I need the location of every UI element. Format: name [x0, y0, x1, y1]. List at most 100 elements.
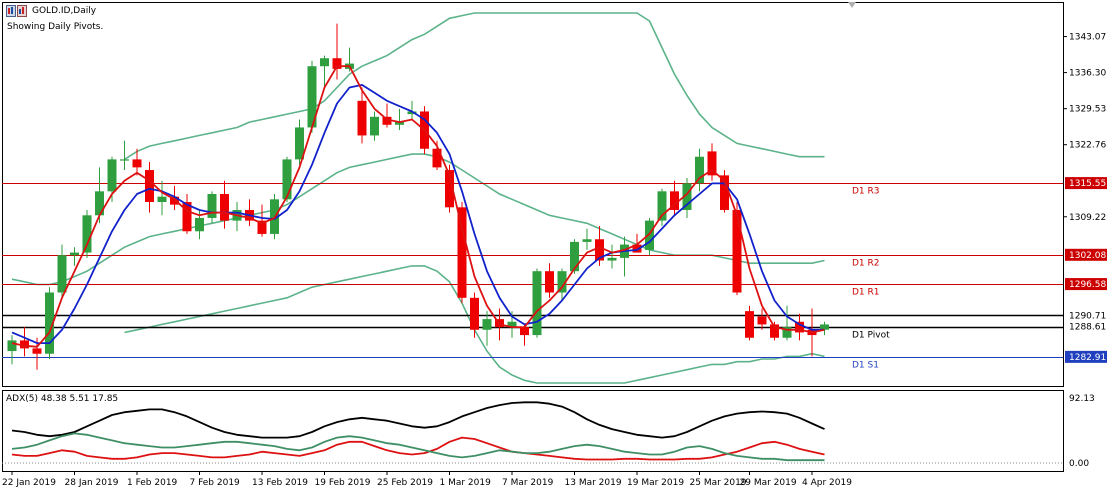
candle-body-8: [107, 159, 117, 192]
candle-body-0: [7, 340, 17, 352]
level-tag-2-bg: [1065, 278, 1107, 291]
candle-body-31: [395, 122, 404, 125]
candle-body-7: [95, 191, 104, 216]
ma-slow-line: [11, 84, 825, 344]
x-tick-label-11: 25 Mar 2019: [690, 478, 747, 488]
current-price-tag-text: 1290.71: [1069, 311, 1106, 321]
level-label-4: D1 S1: [852, 361, 879, 371]
candle-body-17: [220, 194, 229, 221]
x-tick-label-6: 25 Feb 2019: [377, 478, 433, 488]
x-tick-label-3: 7 Feb 2019: [190, 478, 241, 488]
y-tick-label-1: 1336.30: [1069, 69, 1106, 79]
candle-body-38: [482, 319, 492, 330]
candle-body-16: [207, 194, 217, 218]
x-tick-label-5: 19 Feb 2019: [315, 478, 371, 488]
x-tick-label-9: 13 Mar 2019: [565, 478, 622, 488]
candle-body-53: [670, 191, 679, 210]
y-tick-label-2: 1329.53: [1069, 105, 1106, 115]
candle-body-20: [257, 220, 267, 234]
candle-body-41: [520, 327, 529, 336]
level-label-0: D1 R3: [852, 187, 880, 197]
chart-subtitle: Showing Daily Pivots.: [7, 22, 104, 32]
candle-body-5: [70, 252, 79, 256]
candle-body-35: [445, 170, 454, 208]
level-tag-4-bg: [1065, 350, 1107, 363]
candle-body-55: [695, 156, 704, 184]
candle-body-63: [795, 321, 804, 333]
candle-body-58: [732, 209, 742, 293]
level-tag-2-text: 1296.58: [1069, 280, 1106, 290]
moving-averages: [11, 65, 825, 348]
x-tick-label-4: 13 Feb 2019: [252, 478, 308, 488]
adx-title: ADX(5) 48.38 5.51 17.85: [6, 394, 118, 404]
x-tick-label-12: 29 Mar 2019: [740, 478, 797, 488]
x-tick-label-13: 4 Apr 2019: [802, 478, 852, 488]
candle-body-12: [157, 196, 167, 202]
candle-body-28: [357, 100, 367, 136]
candle-body-48: [607, 257, 617, 261]
price-axis: 1343.07 1336.30 1329.53 1322.76 1309.22: [1063, 33, 1106, 223]
level-tag-3-text: 1288.61: [1069, 323, 1106, 333]
candle-body-50: [632, 244, 642, 253]
level-label-2: D1 R1: [852, 288, 880, 298]
adx-series-0: [11, 401, 825, 439]
current-price-tag-bg: [1065, 309, 1107, 322]
candle-body-2: [32, 348, 42, 354]
candle-body-40: [507, 321, 517, 328]
adx-panel: ADX(5) 48.38 5.51 17.85 92.13 0.00: [2, 394, 1095, 469]
candle-body-51: [645, 220, 654, 250]
candle-body-42: [532, 271, 542, 336]
time-axis: 22 Jan 2019 28 Jan 2019 1 Feb 2019 7 Feb 20…: [2, 471, 852, 488]
x-tick-label-8: 7 Mar 2019: [502, 478, 554, 488]
candle-body-30: [382, 116, 392, 125]
x-tick-label-0: 22 Jan 2019: [2, 478, 56, 488]
level-tag-0-text: 1315.55: [1069, 179, 1106, 189]
main-panel-border: [2, 2, 1064, 387]
y-tick-label-4: 1309.22: [1069, 213, 1106, 223]
candle-body-29: [370, 116, 379, 136]
level-tag-4-text: 1282.91: [1069, 353, 1106, 363]
candle-body-24: [307, 66, 317, 128]
candle-body-6: [82, 215, 92, 253]
level-tag-0-bg: [1065, 177, 1107, 190]
candle-body-11: [145, 170, 154, 202]
candles: [7, 23, 829, 370]
candle-body-36: [457, 207, 467, 298]
adx-y-tick-1: 0.00: [1069, 459, 1089, 469]
x-tick-label-1: 28 Jan 2019: [65, 478, 119, 488]
level-tag-1-bg: [1065, 248, 1107, 261]
candle-body-47: [595, 239, 604, 261]
candle-body-57: [720, 175, 729, 210]
adx-y-tick-0: 92.13: [1069, 394, 1095, 404]
band-upper: [124, 12, 825, 161]
level-label-1: D1 R2: [852, 259, 880, 269]
candle-body-15: [195, 217, 204, 232]
level-tag-3-bg: [1065, 320, 1107, 333]
candle-body-62: [782, 327, 792, 338]
candle-body-25: [320, 58, 329, 67]
candle-body-34: [432, 148, 442, 168]
symbol-icon: [6, 5, 28, 17]
level-label-3: D1 Pivot: [852, 331, 890, 341]
candle-body-65: [820, 324, 829, 330]
candle-body-61: [770, 324, 779, 338]
candle-body-26: [332, 58, 342, 69]
candle-body-4: [57, 255, 67, 293]
candle-body-59: [745, 311, 754, 338]
candle-body-14: [182, 201, 192, 232]
x-tick-label-2: 1 Feb 2019: [127, 478, 178, 488]
candle-body-32: [407, 111, 417, 115]
candle-body-23: [295, 127, 304, 160]
candle-body-56: [707, 151, 717, 176]
y-tick-label-0: 1343.07: [1069, 33, 1106, 43]
chart-title: GOLD.ID,Daily: [32, 6, 97, 16]
candle-body-46: [582, 239, 592, 242]
level-tag-1-text: 1302.08: [1069, 251, 1106, 261]
adx-series-1: [11, 436, 825, 461]
candle-body-54: [682, 183, 692, 210]
candle-body-3: [45, 292, 54, 354]
x-tick-label-10: 19 Mar 2019: [627, 478, 684, 488]
ma-fast-line: [11, 65, 825, 348]
x-tick-label-7: 1 Mar 2019: [440, 478, 492, 488]
